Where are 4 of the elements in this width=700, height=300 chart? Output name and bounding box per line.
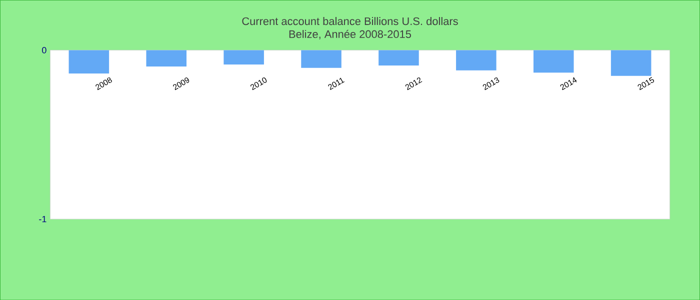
y-tick-label: 0 bbox=[42, 46, 46, 54]
chart-subtitle: Belize, Année 2008-2015 bbox=[289, 30, 412, 40]
y-tick-label: -1 bbox=[39, 216, 46, 222]
chart-title: Current account balance Billions U.S. dollars bbox=[242, 16, 458, 25]
